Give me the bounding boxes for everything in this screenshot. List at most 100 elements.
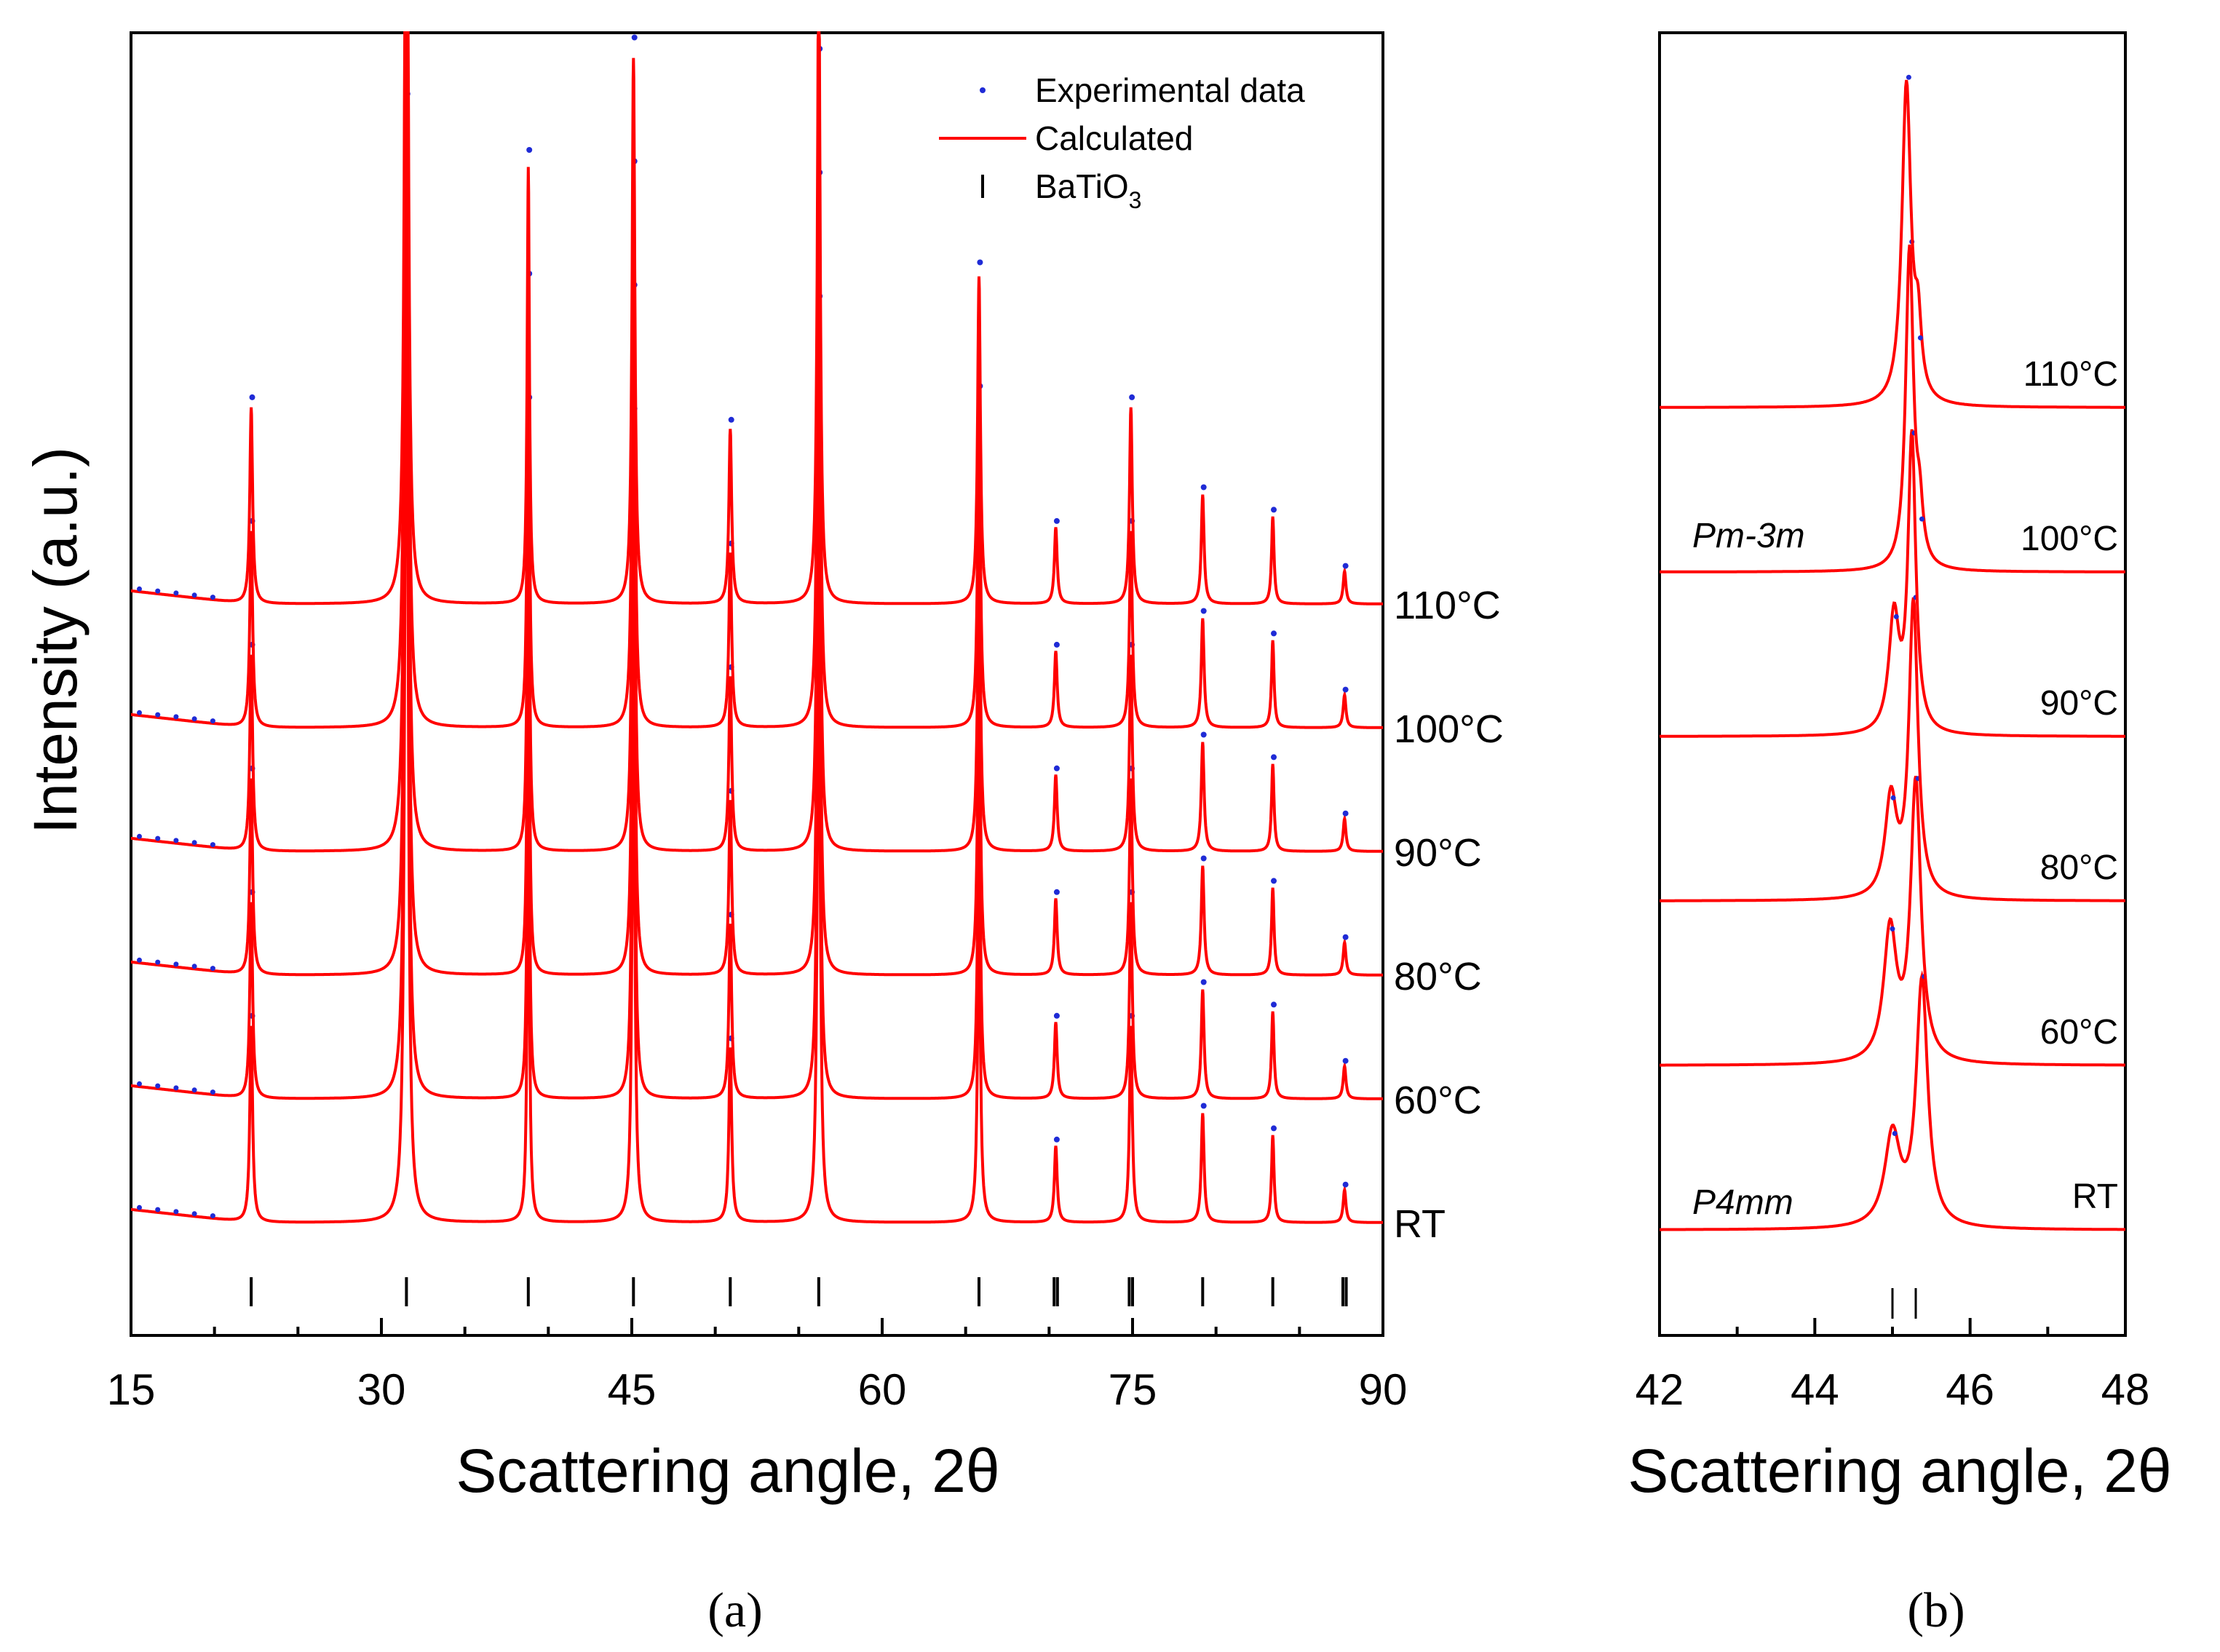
experimental-point [210,595,215,600]
experimental-point [1906,74,1911,80]
series-label-b-RT: RT [2072,1178,2118,1216]
panel-a-caption: (a) [707,1582,762,1637]
experimental-point [137,1081,142,1087]
experimental-point [191,1087,197,1093]
series-label-b-100°C: 100°C [2021,520,2118,558]
x-tick-label-b: 42 [1636,1365,1684,1414]
legend-calculated-label: Calculated [1035,119,1193,157]
series-label-b-90°C: 90°C [2040,684,2118,723]
panel-b-series-labels: RT 60°C 80°C 90°C 100°C 110°C [2021,355,2118,1216]
panel-b-x-axis-label: Scattering angle, 2θ [1628,1437,2171,1505]
experimental-point [1342,686,1349,693]
experimental-point [191,840,197,846]
experimental-point [191,592,197,598]
series-label-a-RT: RT [1394,1202,1446,1246]
experimental-point [1919,516,1924,522]
experimental-point [210,842,215,848]
experimental-point [1200,1103,1207,1109]
experimental-point [155,712,161,718]
calculated-trace-b-100°C [1660,245,2125,573]
experimental-point [173,714,179,720]
panel-b-bragg-ticks [1891,1288,1917,1319]
experimental-point [191,1211,197,1217]
experimental-point [1053,641,1060,648]
calculated-trace-100°C [131,31,1383,729]
experimental-point [191,716,197,722]
legend-experimental-marker [980,87,986,93]
calculated-trace-90°C [131,31,1383,853]
panel-b-traces [1659,74,2125,1231]
series-label-b-80°C: 80°C [2040,849,2118,887]
experimental-point [210,966,215,972]
experimental-points-80°C [137,293,1349,972]
experimental-point [1271,630,1277,637]
experimental-points-110°C [137,34,1349,600]
experimental-point [526,147,533,153]
panel-a-series-labels: RT 60°C 80°C 90°C 100°C 110°C [1394,584,1504,1246]
series-label-a-110°C: 110°C [1394,584,1501,627]
series-label-a-90°C: 90°C [1394,831,1482,875]
calculated-trace-80°C [131,31,1383,977]
panel-a-x-axis-label: Scattering angle, 2θ [456,1437,999,1505]
experimental-point [728,416,734,423]
series-label-a-80°C: 80°C [1394,955,1482,998]
experimental-point [1053,1012,1060,1019]
experimental-point [1053,889,1060,895]
experimental-points-90°C [137,170,1349,848]
series-label-b-60°C: 60°C [2040,1013,2118,1052]
experimental-point [137,957,142,963]
series-label-a-100°C: 100°C [1394,707,1504,751]
x-tick-label-b: 44 [1791,1365,1839,1414]
x-tick-label-b: 46 [1946,1365,1994,1414]
phase-label-pm3m: Pm-3m [1692,517,1805,555]
experimental-point [173,590,179,596]
experimental-point [1917,335,1923,341]
experimental-point [1200,855,1207,862]
experimental-point [210,718,215,724]
experimental-point [155,588,161,594]
experimental-point [977,259,983,266]
experimental-point [1200,979,1207,985]
legend-batio3-main: BaTiO [1035,167,1129,205]
experimental-point [1892,1131,1898,1136]
experimental-point [1053,517,1060,524]
experimental-point [1053,1136,1060,1143]
experimental-point [155,959,161,965]
experimental-point [1342,1057,1349,1064]
x-tick-label-a: 90 [1359,1365,1408,1414]
calculated-trace-b-80°C [1660,597,2125,902]
experimental-point [155,1207,161,1212]
experimental-point [1129,394,1135,400]
experimental-points-b-RT [1892,974,1927,1136]
experimental-point [191,964,197,969]
panel-a-chart: 15 30 45 60 75 90 RT 60°C 80°C 90°C 100°C 110°C In… [21,31,1504,1637]
calculated-trace-RT [131,130,1383,1224]
panel-a-traces [131,31,1383,1224]
experimental-point [1342,934,1349,940]
x-tick-label-a: 30 [357,1365,406,1414]
x-tick-label-a: 60 [858,1365,907,1414]
experimental-point [1342,1181,1349,1188]
experimental-point [1271,507,1277,513]
experimental-point [210,1089,215,1095]
experimental-point [137,833,142,839]
series-label-a-60°C: 60°C [1394,1079,1482,1122]
panel-a-plot-frame [130,31,1384,1337]
experimental-point [1053,765,1060,771]
legend-batio3-label: BaTiO3 [1035,167,1141,213]
experimental-point [1271,1001,1277,1008]
experimental-point [1890,926,1895,932]
experimental-point [1890,795,1896,801]
legend-batio3-subscript: 3 [1129,187,1142,213]
experimental-points-60°C [137,417,1349,1095]
panel-a-y-axis-label: Intensity (a.u.) [21,447,90,834]
panel-a-x-axis: 15 30 45 60 75 90 [107,1318,1408,1414]
experimental-point [1893,613,1899,619]
experimental-point [1200,731,1207,738]
experimental-point [1342,563,1349,569]
series-label-b-110°C: 110°C [2023,355,2118,394]
experimental-point [1200,484,1207,491]
x-tick-label-b: 48 [2101,1365,2150,1414]
